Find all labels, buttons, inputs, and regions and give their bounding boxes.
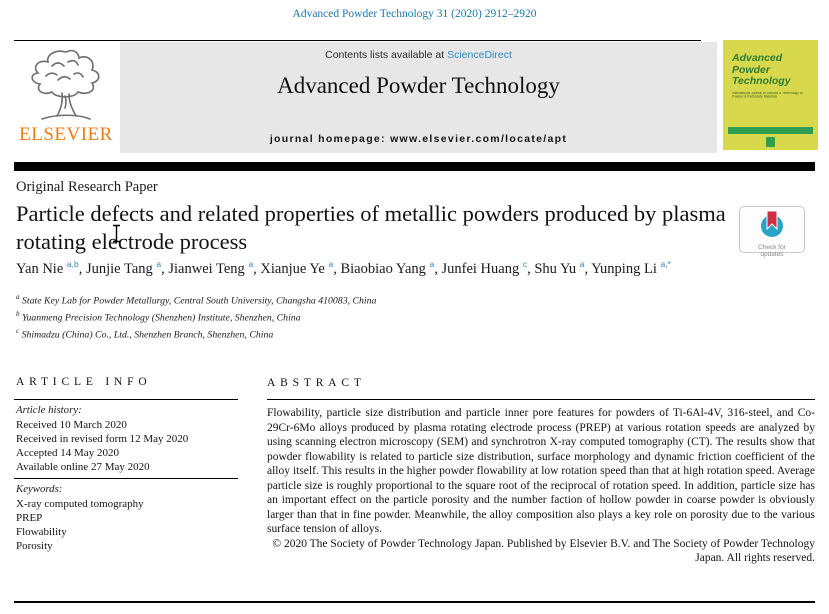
history-list: Received 10 March 2020 Received in revise… bbox=[16, 418, 188, 474]
author: Shu Yu a, bbox=[534, 259, 592, 277]
author-separator: , bbox=[584, 260, 592, 277]
keywords-label: Keywords: bbox=[16, 483, 63, 495]
author: Junjie Tang a, bbox=[85, 259, 169, 277]
cover-society-logo-icon bbox=[765, 137, 775, 147]
keyword-item: X-ray computed tomography bbox=[16, 498, 144, 510]
author-name: Jianwei Teng bbox=[168, 260, 245, 277]
author-name: Junjie Tang bbox=[85, 260, 153, 277]
elsevier-tree-icon bbox=[14, 46, 118, 126]
affiliation-line: a State Key Lab for Powder Metallurgy, C… bbox=[16, 291, 376, 308]
badge-label: Check for updates bbox=[758, 244, 786, 258]
citation-line: Advanced Powder Technology 31 (2020) 291… bbox=[292, 8, 537, 20]
author: Yan Nie a,b, bbox=[16, 259, 86, 277]
author-separator: , bbox=[78, 260, 86, 277]
divider-bar bbox=[14, 162, 815, 171]
affiliation-line: c Shimadzu (China) Co., Ltd., Shenzhen B… bbox=[16, 325, 376, 342]
keyword-item: PREP bbox=[16, 512, 43, 524]
keyword-item: Flowability bbox=[16, 526, 67, 538]
journal-title: Advanced Powder Technology bbox=[277, 73, 560, 98]
crossmark-icon bbox=[759, 210, 785, 244]
cover-subtitle: International Journal of Science & Techn… bbox=[732, 92, 815, 99]
history-item: Accepted 14 May 2020 bbox=[16, 447, 119, 459]
author: Yunping Li a,* bbox=[591, 259, 671, 277]
affiliation-text: Yuanmeng Precision Technology (Shenzhen)… bbox=[21, 312, 301, 324]
contents-prefix: Contents lists available at bbox=[325, 49, 448, 61]
header-top-rule bbox=[14, 40, 701, 41]
affiliation-superscript: b bbox=[16, 309, 20, 318]
author-name: Junfei Huang bbox=[441, 260, 520, 277]
author-separator: , bbox=[434, 260, 442, 277]
keyword-item: Porosity bbox=[16, 540, 53, 552]
author-name: Biaobiao Yang bbox=[340, 260, 426, 277]
abstract-rule bbox=[267, 399, 815, 400]
author-superscript: a bbox=[328, 259, 334, 269]
check-updates-badge[interactable]: Check for updates bbox=[739, 206, 805, 258]
cover-title: Advanced Powder Technology bbox=[732, 52, 791, 88]
history-item: Received 10 March 2020 bbox=[16, 419, 127, 431]
author-superscript: c bbox=[522, 259, 528, 269]
authors-line: Yan Nie a,b, Junjie Tang a, Jianwei Teng… bbox=[16, 259, 821, 278]
homepage-url[interactable]: www.elsevier.com/locate/apt bbox=[390, 133, 568, 145]
affiliation-text: State Key Lab for Powder Metallurgy, Cen… bbox=[21, 295, 377, 307]
author-separator: , bbox=[527, 260, 535, 277]
article-info-heading: ARTICLE INFO bbox=[16, 376, 152, 388]
contents-line: Contents lists available at ScienceDirec… bbox=[120, 49, 717, 61]
author: Junfei Huang c, bbox=[441, 259, 535, 277]
homepage-prefix: journal homepage: bbox=[269, 133, 391, 145]
abstract-heading: ABSTRACT bbox=[267, 377, 366, 389]
author-superscript: a bbox=[579, 259, 585, 269]
author-superscript: a,b bbox=[66, 259, 79, 269]
author-separator: , bbox=[333, 260, 341, 277]
author-name: Shu Yu bbox=[534, 260, 577, 277]
affiliation-line: b Yuanmeng Precision Technology (Shenzhe… bbox=[16, 308, 376, 325]
history-item: Available online 27 May 2020 bbox=[16, 461, 150, 473]
abstract-text: Flowability, particle size distribution … bbox=[267, 407, 815, 535]
article-info-heading-wrap: ARTICLE INFO bbox=[16, 376, 238, 388]
author: Biaobiao Yang a, bbox=[340, 259, 442, 277]
author: Xianjue Ye a, bbox=[260, 259, 341, 277]
author-superscript: a bbox=[248, 259, 254, 269]
copyright-text: © 2020 The Society of Powder Technology … bbox=[272, 537, 815, 565]
author-name: Yan Nie bbox=[16, 260, 64, 277]
affiliations: a State Key Lab for Powder Metallurgy, C… bbox=[16, 291, 376, 341]
author-separator: , bbox=[161, 260, 169, 277]
keywords-list: X-ray computed tomography PREP Flowability… bbox=[16, 497, 144, 553]
elsevier-wordmark: ELSEVIER bbox=[19, 124, 113, 145]
author-superscript: a bbox=[156, 259, 162, 269]
cover-subtitle-line: Powder & Particulate Materials bbox=[732, 95, 778, 99]
elsevier-logo: ELSEVIER bbox=[14, 44, 118, 153]
bottom-rule bbox=[14, 601, 815, 603]
cover-banner: http://www.elsevier.com/locate/apt bbox=[728, 127, 813, 134]
author-name: Xianjue Ye bbox=[260, 260, 325, 277]
author-superscript: a bbox=[429, 259, 435, 269]
author: Jianwei Teng a, bbox=[168, 259, 261, 277]
info-rule-top bbox=[14, 399, 238, 400]
article-category: Original Research Paper bbox=[16, 179, 158, 195]
affiliation-text: Shimadzu (China) Co., Ltd., Shenzhen Bra… bbox=[21, 328, 274, 340]
cover-title-line: Powder bbox=[732, 63, 770, 76]
author-name: Yunping Li bbox=[591, 260, 657, 277]
affiliation-superscript: a bbox=[16, 293, 20, 301]
history-item: Received in revised form 12 May 2020 bbox=[16, 433, 189, 445]
cover-title-line: Advanced bbox=[732, 52, 783, 64]
abstract-body: Flowability, particle size distribution … bbox=[267, 406, 815, 566]
info-rule-middle bbox=[14, 478, 238, 479]
author-superscript: a,* bbox=[660, 259, 671, 269]
author-separator: , bbox=[253, 260, 261, 277]
sciencedirect-link[interactable]: ScienceDirect bbox=[447, 49, 512, 61]
journal-cover-thumbnail[interactable]: Advanced Powder Technology International J… bbox=[723, 40, 818, 150]
article-title: Particle defects and related properties … bbox=[16, 201, 726, 254]
journal-banner: Contents lists available at ScienceDirec… bbox=[120, 42, 717, 153]
cover-title-line: Technology bbox=[732, 75, 791, 87]
cover-subtitle-line: International Journal of Science & Techn… bbox=[732, 92, 803, 96]
history-label: Article history: bbox=[16, 404, 82, 416]
text-cursor-icon bbox=[111, 224, 122, 248]
homepage-line: journal homepage: www.elsevier.com/locat… bbox=[120, 133, 717, 145]
affiliation-superscript: c bbox=[16, 326, 20, 335]
